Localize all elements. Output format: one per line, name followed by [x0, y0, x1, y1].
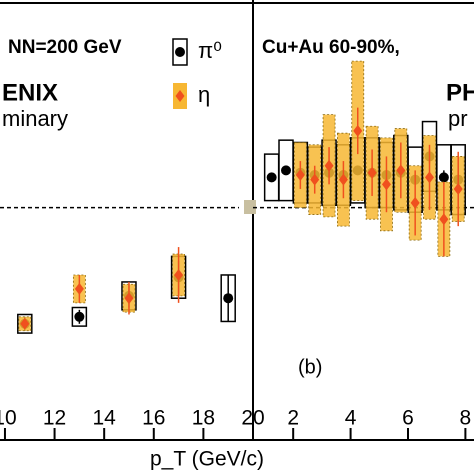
norm-box — [244, 200, 256, 214]
annotation: Cu+Au 60-90%, — [262, 37, 400, 58]
x-tick-label: 18 — [192, 407, 215, 430]
data-point — [74, 311, 85, 322]
data-point — [338, 173, 348, 186]
x-tick-label: 10 — [0, 407, 17, 430]
data-point — [20, 317, 30, 330]
data-point — [124, 292, 134, 305]
data-point — [174, 268, 184, 281]
data-point — [324, 159, 334, 172]
data-point — [381, 178, 391, 191]
data-point — [310, 173, 320, 186]
data-point — [453, 182, 463, 195]
data-point — [410, 196, 420, 209]
data-point — [396, 164, 406, 177]
data-point — [438, 172, 449, 183]
data-point — [223, 293, 234, 304]
data-point — [353, 124, 363, 137]
data-point — [295, 169, 305, 182]
legend-marker — [175, 47, 185, 57]
legend-marker — [175, 90, 185, 102]
annotation: minary — [2, 106, 68, 131]
data-point — [266, 172, 277, 183]
data-point — [425, 171, 435, 184]
annotation: ENIX — [2, 79, 58, 106]
data-point — [74, 282, 84, 295]
legend-label: π⁰ — [198, 38, 222, 63]
x-tick-label: 2 — [287, 407, 299, 430]
data-point — [439, 213, 449, 226]
x-tick-label: 14 — [92, 407, 116, 430]
x-tick-label: 12 — [43, 407, 66, 430]
x-axis-label: p_T (GeV/c) — [150, 448, 264, 471]
data-point — [281, 165, 292, 176]
legend-box — [172, 38, 188, 66]
annotation: pr — [448, 106, 468, 131]
x-tick-label: 16 — [142, 407, 165, 430]
x-tick-label: 8 — [460, 407, 472, 430]
data-point — [367, 166, 377, 179]
legend-label: η — [198, 82, 210, 107]
x-tick-label: 20 — [241, 407, 264, 430]
annotation: (b) — [298, 356, 322, 378]
sys-box — [17, 313, 33, 334]
x-tick-label: 6 — [402, 407, 414, 430]
sys-box — [71, 306, 88, 327]
x-tick-label: 4 — [345, 407, 357, 430]
annotation: NN=200 GeV — [8, 37, 122, 58]
annotation: PH — [446, 79, 474, 106]
